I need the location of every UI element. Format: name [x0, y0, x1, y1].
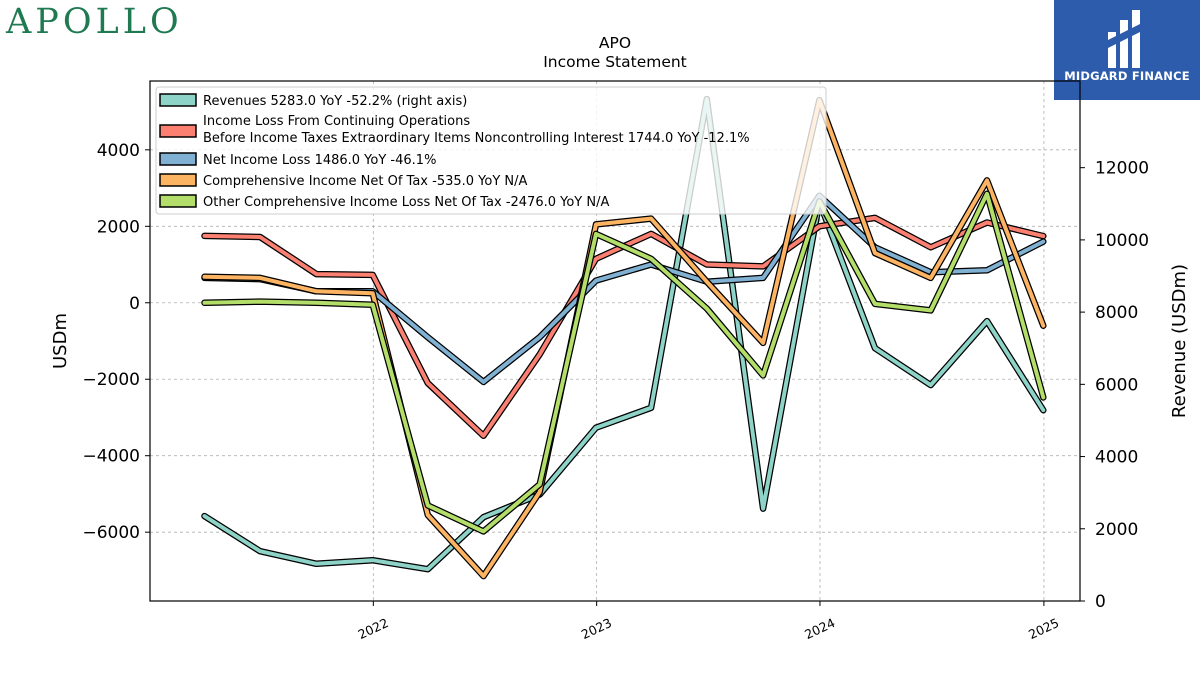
legend-label-comprehensive-income: Comprehensive Income Net Of Tax -535.0 Y… [203, 174, 528, 189]
legend-label-net-income: Net Income Loss 1486.0 YoY -46.1% [203, 153, 436, 168]
y-tick-label: −2000 [82, 370, 140, 390]
series-stroke [202, 191, 1046, 534]
x-tick-label: 2025 [1026, 615, 1061, 642]
legend-swatch-revenues [159, 93, 197, 107]
plot-frame [149, 80, 1081, 602]
x-axis-ticks: 2022 2023 2024 2025 [356, 601, 1061, 642]
y2-axis-label: Revenue (USDm) [1169, 264, 1190, 418]
series-2-line [201, 214, 1047, 440]
y2-tick-label: 2000 [1095, 520, 1138, 540]
series-1-line [201, 95, 1047, 573]
legend-box [155, 86, 827, 215]
y-axis-ticks: 4000 2000 0 −2000 −4000 −6000 [82, 141, 150, 543]
x-tick-label: 2022 [356, 615, 391, 642]
y2-tick-label: 8000 [1095, 303, 1138, 323]
y-tick-label: 2000 [97, 217, 140, 237]
legend-swatch-net-income [159, 152, 197, 166]
x-tick-label: 2024 [802, 615, 837, 642]
chart-title: APO [599, 34, 631, 52]
legend-label-other-comprehensive: Other Comprehensive Income Loss Net Of T… [203, 195, 609, 210]
legend-swatch-comprehensive-income [159, 173, 197, 187]
legend-swatch-income-loss [159, 124, 197, 138]
series-stroke [202, 97, 1046, 572]
series-stroke [202, 98, 1046, 579]
legend-label-revenues: Revenues 5283.0 YoY -52.2% (right axis) [203, 94, 467, 109]
series-4-line [201, 96, 1047, 580]
series-5-line [201, 190, 1047, 535]
y-tick-label: 0 [129, 294, 140, 314]
chart-subtitle: Income Statement [543, 53, 687, 71]
series-outline [201, 214, 1047, 440]
apollo-logo: APOLLO [6, 2, 183, 42]
series-lines [201, 95, 1047, 580]
midgard-finance-logo: MIDGARD FINANCE [1054, 0, 1200, 100]
midgard-mark-icon [1108, 10, 1140, 68]
legend-swatch-other-comprehensive [159, 194, 197, 208]
legend: Revenues 5283.0 YoY -52.2% (right axis) … [155, 86, 827, 215]
legend-label-income-loss-line1: Income Loss From Continuing Operations [203, 114, 470, 129]
y-tick-label: 4000 [97, 141, 140, 161]
y2-tick-label: 12000 [1095, 159, 1149, 179]
series-stroke [202, 215, 1046, 438]
y-axis-label: USDm [50, 313, 71, 369]
midgard-finance-wordmark: MIDGARD FINANCE [1064, 69, 1190, 83]
y-tick-label: −4000 [82, 447, 140, 467]
y-tick-label: −6000 [82, 523, 140, 543]
y2-tick-label: 0 [1095, 592, 1106, 612]
legend-label-income-loss-line2: Before Income Taxes Extraordinary Items … [203, 131, 750, 146]
x-tick-label: 2023 [579, 615, 614, 642]
y2-tick-label: 6000 [1095, 375, 1138, 395]
y2-axis-ticks: 12000 10000 8000 6000 4000 2000 0 [1080, 159, 1149, 612]
y2-tick-label: 10000 [1095, 231, 1149, 251]
y2-tick-label: 4000 [1095, 448, 1138, 468]
